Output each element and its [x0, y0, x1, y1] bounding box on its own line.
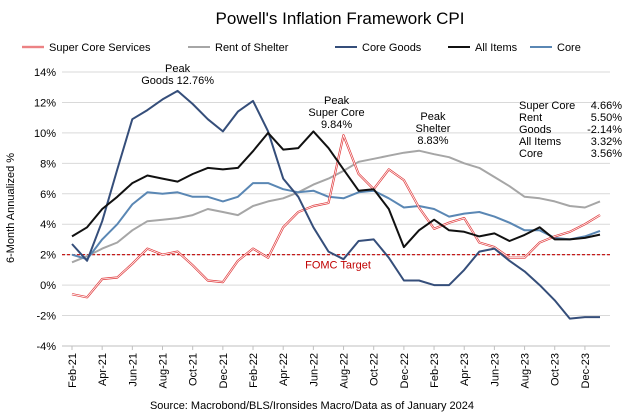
x-tick-label: Dec-23: [580, 353, 592, 388]
series-line-super-core-services-inner: [71, 134, 601, 298]
legend: Super Core Services Rent of Shelter Core G…: [22, 42, 581, 54]
x-tick-label: Aug-22: [339, 353, 351, 388]
x-tick-label: Jun-21: [127, 353, 139, 387]
y-axis-label: 6-Month Annualized %: [5, 153, 17, 263]
x-tick-label: Jun-23: [489, 353, 501, 387]
fomc-target-label: FOMC Target: [305, 260, 371, 272]
y-tick-label: 10%: [34, 128, 56, 140]
x-tick-label: Jun-22: [308, 353, 320, 387]
x-tick-label: Oct-22: [369, 353, 381, 386]
source-note: Source: Macrobond/BLS/Ironsides Macro/Da…: [150, 400, 474, 412]
y-tick-label: -2%: [36, 311, 56, 323]
x-tick-label: Apr-22: [278, 353, 290, 386]
x-tick-label: Aug-23: [520, 353, 532, 388]
peak-annotation-text: Peak: [165, 63, 191, 75]
legend-label: All Items: [475, 42, 518, 54]
y-tick-label: 4%: [40, 219, 56, 231]
y-tick-label: 8%: [40, 158, 56, 170]
y-tick-label: 12%: [34, 97, 56, 109]
latest-value: 4.66%: [591, 100, 622, 112]
peak-annotation-text: Super Core: [308, 107, 364, 119]
x-tick-label: Apr-23: [459, 353, 471, 386]
chart-title: Powell's Inflation Framework CPI: [216, 9, 465, 28]
latest-values-box: Super Core 4.66% Rent 5.50% Goods -2.14% All I…: [519, 100, 622, 160]
y-tick-label: 6%: [40, 189, 56, 201]
latest-value-label: Core: [519, 148, 543, 160]
x-tick-label: Feb-21: [67, 353, 79, 388]
series-lines: [71, 89, 601, 320]
y-tick-label: 14%: [34, 67, 56, 79]
peak-annotation-text: 9.84%: [321, 119, 352, 131]
latest-value-label: Super Core: [519, 100, 575, 112]
y-tick-label: -4%: [36, 341, 56, 353]
latest-value: 3.32%: [591, 136, 622, 148]
series-line-rent-of-shelter: [71, 149, 601, 264]
latest-value: -2.14%: [587, 124, 622, 136]
legend-label: Rent of Shelter: [215, 42, 289, 54]
peak-annotation-text: Peak: [420, 111, 446, 123]
latest-value: 5.50%: [591, 112, 622, 124]
latest-value-label: Goods: [519, 124, 552, 136]
latest-value: 3.56%: [591, 148, 622, 160]
y-tick-label: 2%: [40, 250, 56, 262]
series-line-core: [71, 182, 601, 261]
fomc-target-group: FOMC Target: [62, 254, 610, 272]
x-tick-label: Dec-22: [399, 353, 411, 388]
x-tick-label: Feb-22: [248, 353, 260, 388]
latest-value-label: Rent: [519, 112, 542, 124]
x-tick-label: Oct-21: [188, 353, 200, 386]
series-line-all-items: [71, 130, 601, 249]
x-tick-label: Aug-21: [158, 353, 170, 388]
y-axis: -4% -2% 0% 2% 4% 6% 8% 10% 12% 14%: [34, 67, 56, 353]
peak-annotation-text: Shelter: [416, 123, 451, 135]
peak-annotation-text: Goods 12.76%: [141, 75, 214, 87]
x-tick-label: Apr-21: [97, 353, 109, 386]
legend-label: Core Goods: [362, 42, 422, 54]
y-tick-label: 0%: [40, 280, 56, 292]
x-tick-label: Feb-23: [429, 353, 441, 388]
peak-annotation-text: 8.83%: [417, 135, 448, 147]
series-line-core-goods: [71, 89, 600, 320]
peak-annotation-text: Peak: [324, 95, 350, 107]
latest-value-label: All Items: [519, 136, 562, 148]
x-tick-label: Dec-21: [218, 353, 230, 388]
x-axis: Feb-21 Apr-21 Jun-21 Aug-21 Oct-21 Dec-21 Feb-…: [67, 346, 592, 388]
legend-label: Core: [557, 42, 581, 54]
x-tick-label: Oct-23: [550, 353, 562, 386]
legend-label: Super Core Services: [49, 42, 151, 54]
